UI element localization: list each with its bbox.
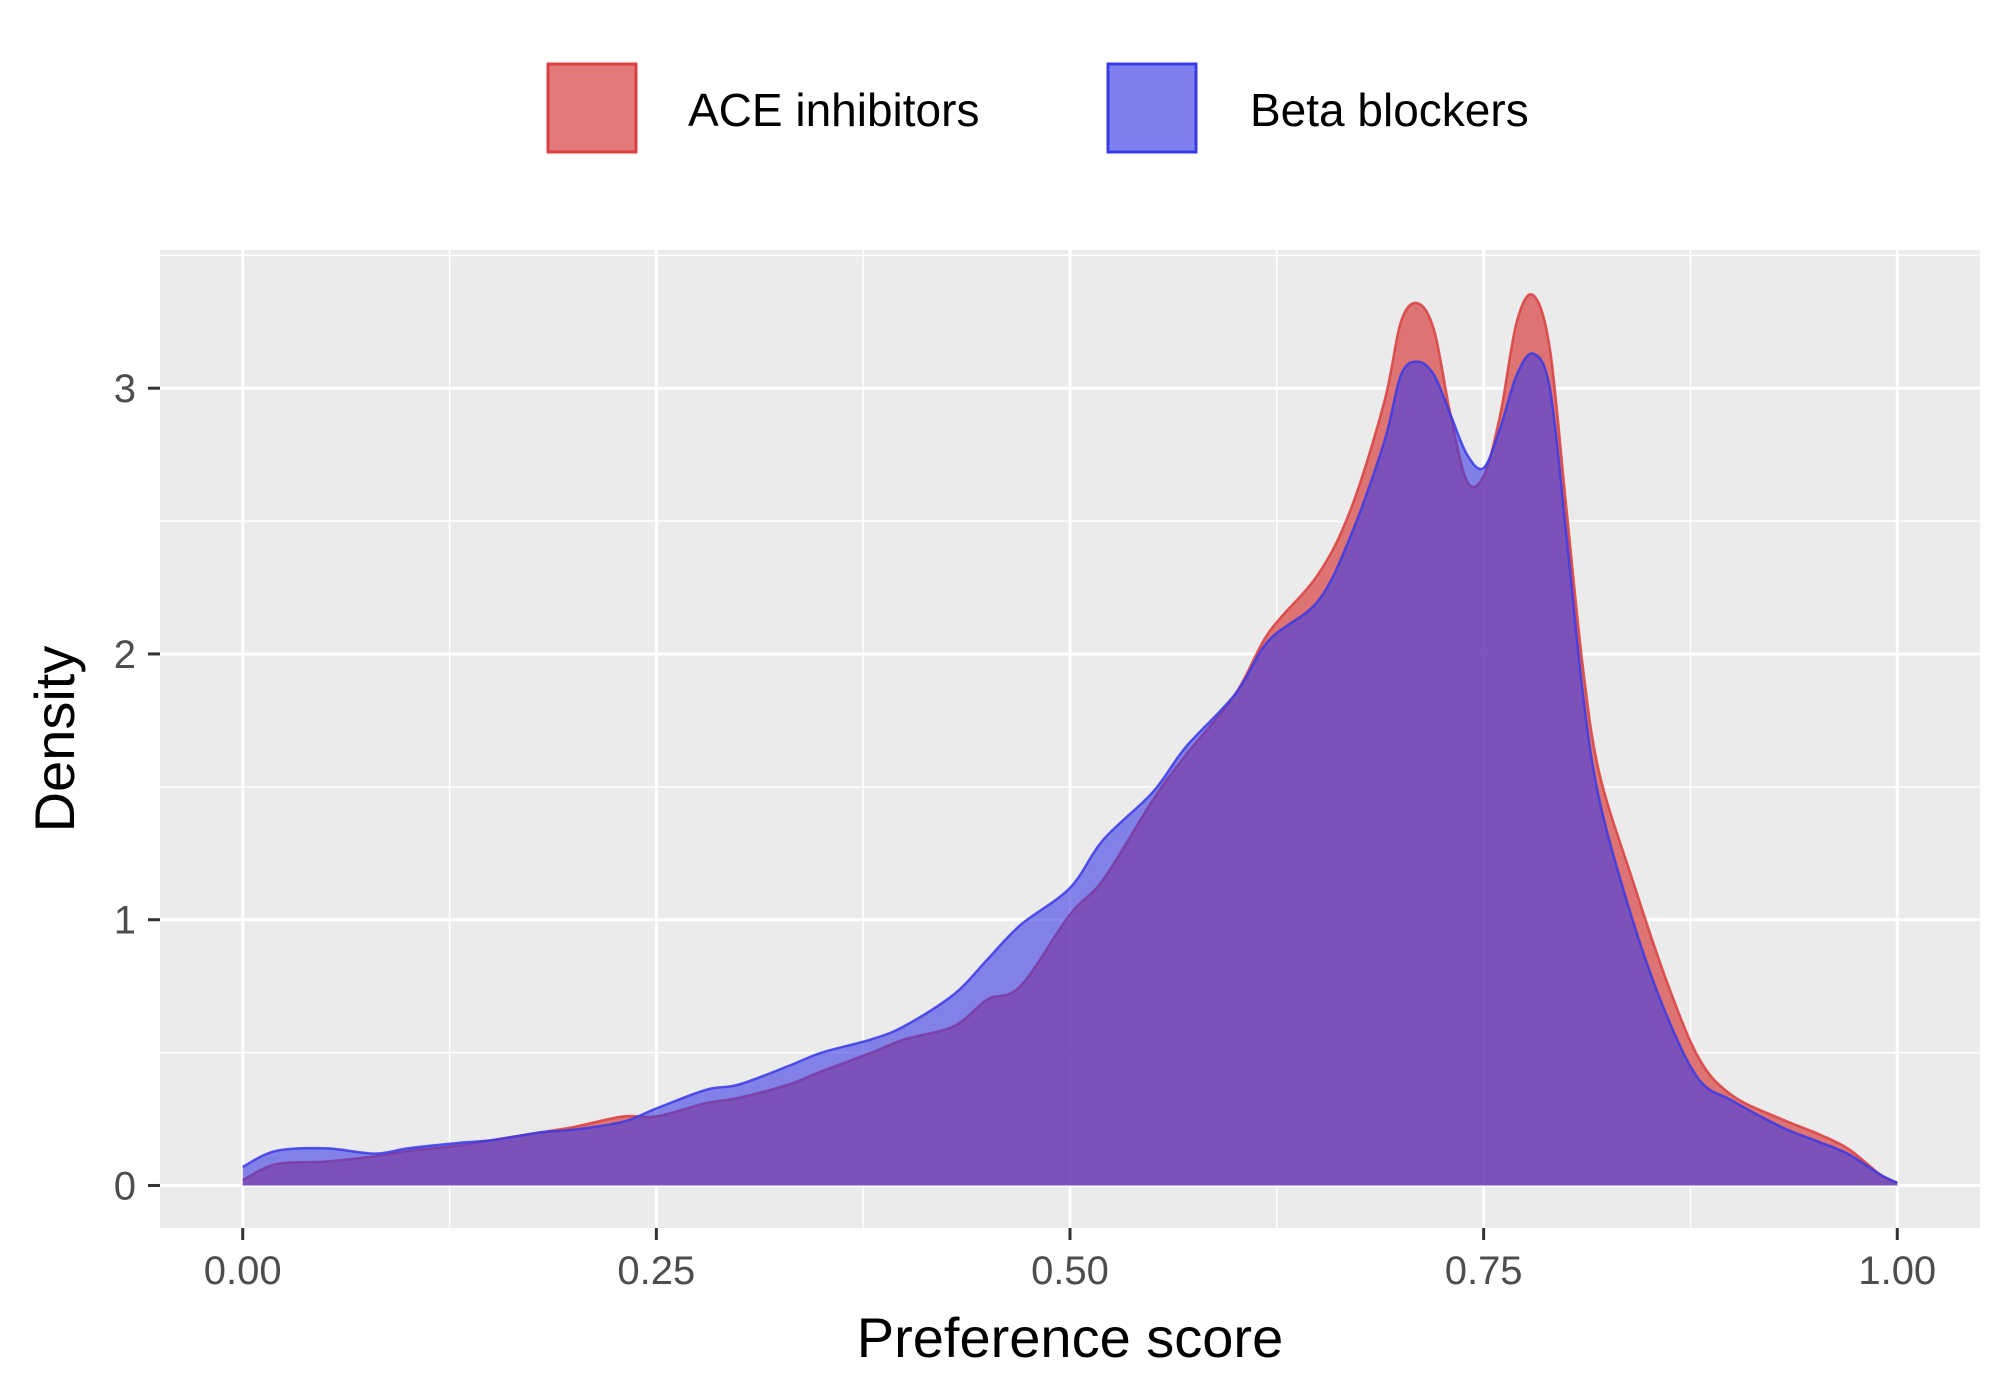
y-tick-label: 0 <box>114 1164 136 1208</box>
x-tick-label: 1.00 <box>1858 1249 1936 1293</box>
y-tick-label: 1 <box>114 899 136 943</box>
legend-swatch-beta-blockers <box>1106 62 1198 154</box>
y-axis-title: Density <box>23 646 86 833</box>
x-axis-title: Preference score <box>857 1306 1283 1369</box>
legend-label-beta-blockers: Beta blockers <box>1250 84 1529 136</box>
density-area-beta-blockers <box>242 353 1898 1186</box>
y-tick-label: 3 <box>114 367 136 411</box>
density-outline-ace-inhibitors <box>242 293 1898 1184</box>
x-tick-label: 0.00 <box>204 1249 282 1293</box>
density-outline-beta-blockers <box>242 352 1898 1184</box>
x-tick-label: 0.75 <box>1445 1249 1523 1293</box>
series-layer <box>242 293 1898 1186</box>
legend: ACE inhibitors Beta blockers <box>546 62 1529 154</box>
x-tick-label: 0.50 <box>1031 1249 1109 1293</box>
legend-swatch-ace-inhibitors <box>546 62 638 154</box>
axes: 0.00 0.25 0.50 0.75 1.00 0 1 2 3 <box>114 367 1936 1293</box>
y-tick-label: 2 <box>114 633 136 677</box>
x-tick-label: 0.25 <box>617 1249 695 1293</box>
legend-label-ace-inhibitors: ACE inhibitors <box>688 84 979 136</box>
